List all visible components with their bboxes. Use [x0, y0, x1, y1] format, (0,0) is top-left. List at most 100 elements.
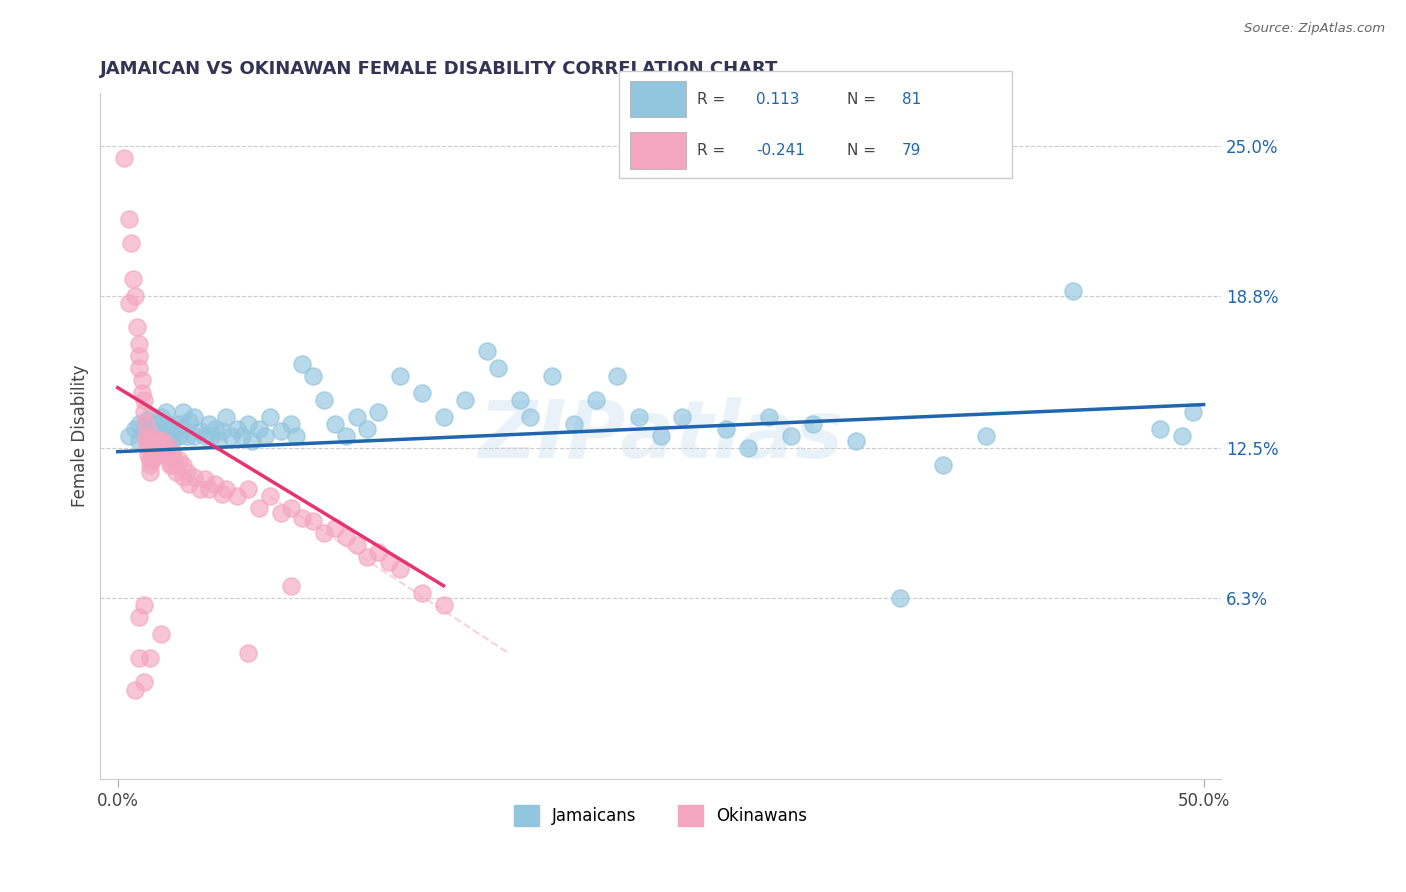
Point [454, 392, 477, 407]
Point [146, 434, 169, 448]
FancyBboxPatch shape [630, 132, 686, 169]
Point [135, 434, 157, 448]
Point [519, 409, 541, 424]
Point [139, 465, 162, 479]
Point [194, 429, 217, 443]
Point [236, 646, 259, 660]
Text: R =: R = [697, 143, 725, 158]
Point [172, 405, 194, 419]
Point [188, 424, 211, 438]
Point [714, 422, 737, 436]
Point [207, 434, 229, 448]
Point [150, 434, 173, 448]
Point [117, 429, 139, 443]
Point [780, 429, 803, 443]
Point [204, 477, 226, 491]
Point [1062, 284, 1084, 298]
Point [132, 405, 155, 419]
Point [155, 422, 177, 436]
Point [160, 434, 183, 448]
Text: ZIPatlas: ZIPatlas [478, 397, 844, 475]
Point [335, 530, 357, 544]
Point [475, 344, 498, 359]
Point [167, 417, 190, 431]
Point [236, 417, 259, 431]
Text: -0.241: -0.241 [756, 143, 806, 158]
Point [215, 409, 238, 424]
FancyBboxPatch shape [630, 81, 686, 118]
Point [976, 429, 998, 443]
Point [486, 361, 509, 376]
Point [124, 422, 146, 436]
Point [671, 409, 693, 424]
Point [845, 434, 868, 448]
Point [128, 610, 150, 624]
Point [247, 501, 270, 516]
Point [1149, 422, 1171, 436]
Point [198, 417, 221, 431]
Point [200, 429, 222, 443]
Point [231, 429, 253, 443]
Point [183, 470, 205, 484]
Point [128, 349, 150, 363]
Point [302, 514, 325, 528]
Text: Source: ZipAtlas.com: Source: ZipAtlas.com [1244, 22, 1385, 36]
Point [259, 489, 281, 503]
Point [585, 392, 607, 407]
Point [254, 429, 277, 443]
Point [188, 482, 211, 496]
Point [117, 211, 139, 226]
Text: JAMAICAN VS OKINAWAN FEMALE DISABILITY CORRELATION CHART: JAMAICAN VS OKINAWAN FEMALE DISABILITY C… [100, 60, 779, 78]
Point [150, 409, 173, 424]
Point [143, 446, 166, 460]
Point [562, 417, 585, 431]
Point [758, 409, 780, 424]
Point [128, 337, 150, 351]
Point [131, 373, 153, 387]
Point [226, 489, 249, 503]
Point [346, 409, 368, 424]
Point [136, 448, 159, 462]
Text: N =: N = [846, 143, 876, 158]
Point [211, 424, 233, 438]
Point [411, 586, 433, 600]
Text: R =: R = [697, 92, 725, 107]
Point [389, 368, 412, 383]
Point [1181, 405, 1204, 419]
Point [270, 506, 292, 520]
Point [627, 409, 650, 424]
Point [215, 482, 238, 496]
FancyBboxPatch shape [619, 71, 1012, 178]
Point [280, 417, 302, 431]
Point [312, 525, 335, 540]
Point [211, 487, 233, 501]
Point [932, 458, 955, 472]
Point [183, 409, 205, 424]
Point [367, 545, 389, 559]
Point [172, 470, 194, 484]
Point [139, 651, 162, 665]
Point [259, 409, 281, 424]
Point [132, 424, 155, 438]
Point [270, 424, 292, 438]
Point [432, 598, 454, 612]
Point [146, 417, 169, 431]
Point [356, 549, 378, 564]
Point [280, 579, 302, 593]
Point [132, 675, 155, 690]
Point [650, 429, 672, 443]
Point [242, 434, 264, 448]
Point [226, 422, 249, 436]
Point [159, 458, 181, 472]
Point [160, 446, 183, 460]
Point [155, 405, 177, 419]
Point [141, 441, 163, 455]
Point [204, 422, 226, 436]
Point [179, 477, 201, 491]
Point [219, 429, 242, 443]
Point [136, 441, 159, 455]
Point [335, 429, 357, 443]
Point [156, 439, 179, 453]
Point [160, 458, 183, 472]
Point [128, 434, 150, 448]
